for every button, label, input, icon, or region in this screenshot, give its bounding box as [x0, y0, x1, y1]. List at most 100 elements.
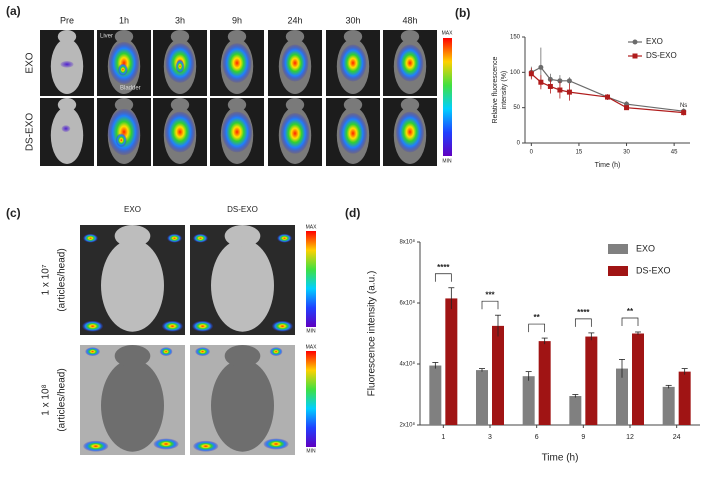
y-axis-title: Fluorescence intensity (a.u.)	[367, 271, 378, 397]
point	[557, 78, 563, 84]
mouse-head	[227, 98, 247, 112]
colorbar-label: MAX	[306, 344, 318, 350]
significance-bracket	[434, 273, 452, 282]
mouse-head	[114, 29, 134, 44]
significance-bracket	[574, 318, 592, 327]
x-tick-label: 12	[626, 434, 634, 441]
column-label: 30h	[345, 15, 360, 25]
bar	[538, 341, 551, 425]
significance-label: ***	[485, 290, 495, 299]
signal	[108, 41, 140, 85]
x-tick-label: 45	[671, 150, 678, 156]
signal	[85, 347, 100, 356]
mouse-head	[343, 98, 363, 112]
column-label: 3h	[175, 15, 185, 25]
bar	[476, 370, 488, 425]
signal	[83, 440, 109, 452]
x-tick-label: 9	[581, 434, 585, 441]
bar	[445, 298, 458, 425]
colorbar	[306, 351, 316, 447]
mouse-head	[57, 29, 77, 44]
row-label: 1 x 10⁸	[41, 384, 52, 415]
mouse-head	[400, 98, 420, 112]
legend-label: DS-EXO	[636, 265, 671, 275]
bar	[616, 368, 628, 425]
x-tick-label: 15	[576, 150, 583, 156]
bar	[662, 386, 675, 425]
signal	[396, 44, 424, 82]
point	[557, 87, 563, 93]
y-tick-label: 8x10⁸	[399, 239, 415, 246]
mouse-head	[224, 225, 261, 247]
point	[566, 78, 572, 84]
x-tick-label: 24	[673, 434, 681, 441]
column-label: EXO	[124, 205, 141, 214]
bar	[585, 336, 598, 425]
signal	[221, 111, 253, 153]
colorbar-label: MAX	[442, 30, 454, 36]
signal	[269, 347, 283, 356]
significance-bracket	[621, 317, 639, 326]
signal	[192, 320, 214, 332]
signal	[118, 63, 128, 76]
bar	[569, 396, 582, 425]
mouse-body	[50, 106, 84, 164]
significance-bracket	[528, 323, 546, 333]
mouse-head	[114, 98, 134, 112]
point	[528, 71, 534, 77]
column-label: Pre	[60, 15, 74, 25]
signal	[83, 233, 98, 243]
x-tick-label: 3	[488, 434, 492, 441]
signal	[281, 44, 309, 82]
column-label: 1h	[119, 15, 129, 25]
x-axis-title: Time (h)	[595, 162, 621, 169]
mouse-head	[227, 29, 247, 44]
significance-label: ****	[577, 308, 590, 317]
mouse-body	[101, 359, 164, 452]
y-axis-title: intensity (%)	[501, 71, 508, 110]
point	[538, 79, 544, 85]
colorbar-label: MIN	[442, 158, 452, 164]
y-tick-label: 50	[513, 105, 520, 111]
annotation: Ns	[680, 103, 687, 109]
signal	[161, 320, 183, 332]
row-label: EXO	[25, 52, 36, 73]
point	[538, 64, 544, 70]
y-tick-label: 6x10⁸	[399, 300, 415, 307]
legend-label: EXO	[646, 37, 663, 46]
signal	[175, 59, 185, 73]
x-tick-label: 0	[530, 150, 534, 156]
bar	[678, 371, 691, 425]
signal	[277, 233, 292, 243]
mouse-body	[211, 239, 274, 332]
y-axis-title: Relative fluorescence	[492, 56, 499, 123]
mouse-head	[170, 98, 190, 112]
x-tick-label: 6	[535, 434, 539, 441]
legend-swatch	[608, 244, 628, 254]
colorbar-label: MAX	[306, 224, 318, 230]
signal	[195, 347, 210, 356]
panel-label: (c)	[6, 206, 21, 220]
bar	[429, 365, 442, 425]
mouse-head	[285, 29, 305, 44]
legend-swatch	[608, 266, 628, 276]
point	[605, 94, 610, 100]
row-label: DS-EXO	[25, 113, 36, 152]
colorbar	[306, 231, 316, 327]
mouse-head	[57, 98, 77, 112]
x-tick-label: 30	[623, 150, 630, 156]
signal	[153, 438, 179, 450]
significance-label: ****	[437, 263, 450, 272]
legend-label: DS-EXO	[646, 51, 677, 60]
x-tick-label: 1	[441, 434, 445, 441]
point	[566, 89, 572, 95]
series-line	[531, 66, 684, 112]
significance-label: **	[627, 307, 634, 316]
row-label: (articles/head)	[57, 368, 68, 431]
signal	[395, 111, 425, 153]
mouse-head	[343, 29, 363, 44]
signal	[60, 61, 74, 68]
row-label: 1 x 10⁷	[41, 264, 52, 295]
y-tick-label: 150	[510, 35, 521, 41]
signal	[193, 233, 208, 243]
